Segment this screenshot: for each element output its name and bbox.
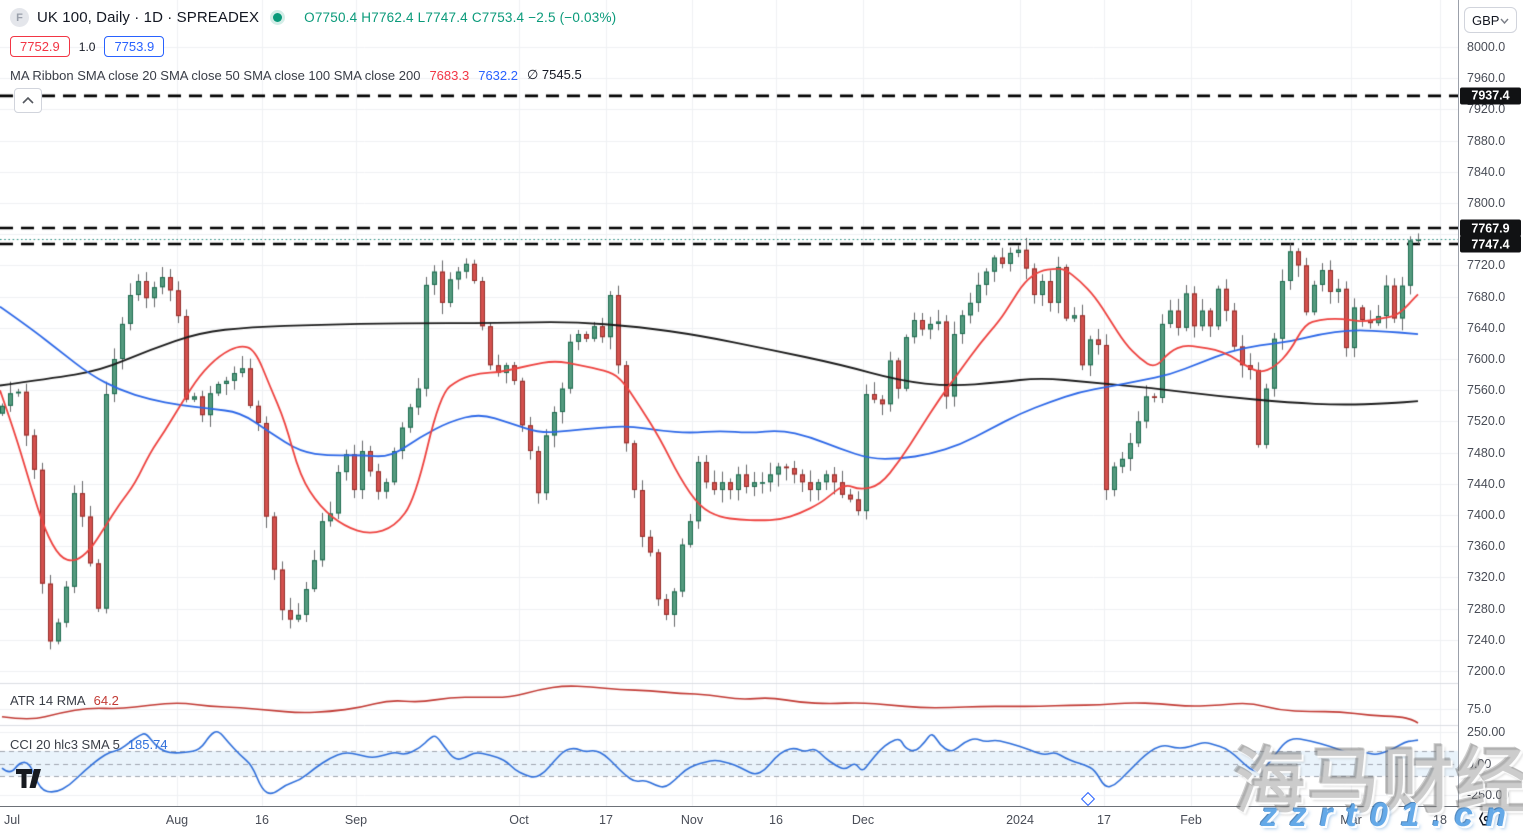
price-tick-label: 7720.0	[1467, 258, 1506, 273]
time-tick-label: Sep	[344, 813, 368, 827]
price-level-badge[interactable]: 7747.4	[1460, 235, 1521, 253]
gear-icon[interactable]	[1478, 810, 1495, 832]
market-status-dot[interactable]	[273, 13, 283, 22]
atr-legend[interactable]: ATR 14 RMA 64.2	[10, 693, 119, 708]
atr-label: ATR 14 RMA	[10, 693, 86, 708]
price-tick-label: 7280.0	[1467, 601, 1506, 616]
price-tick-label: 7640.0	[1467, 320, 1506, 335]
price-tick-label: 7840.0	[1467, 164, 1506, 179]
ma-ribbon-value-red: 7683.3	[429, 67, 470, 83]
time-tick-label: 16	[769, 813, 783, 827]
tradingview-logo[interactable]	[16, 769, 46, 794]
time-tick-label: Mar	[1340, 813, 1362, 827]
ma-ribbon-value-blue: 7632.2	[478, 67, 518, 83]
time-tick-label: Oct	[509, 813, 529, 827]
price-tick-label: 7560.0	[1467, 383, 1506, 398]
price-tick-label: 7880.0	[1467, 133, 1506, 148]
chart-header: F UK 100, Daily · 1D · SPREADEX O7750.4 …	[10, 8, 616, 27]
time-tick-label: 16	[255, 813, 269, 827]
cci-tick-label: 0.00	[1467, 756, 1492, 771]
currency-dropdown[interactable]: GBP	[1464, 7, 1517, 33]
price-tick-label: 7600.0	[1467, 352, 1506, 366]
cci-tick-label: 250.00	[1467, 725, 1506, 739]
symbol-title[interactable]: UK 100, Daily · 1D · SPREADEX	[37, 9, 260, 26]
ma-ribbon-value-avg: ∅ 7545.5	[526, 67, 582, 82]
price-tick-label: 7240.0	[1467, 632, 1506, 647]
time-tick-label: Feb	[1180, 813, 1202, 827]
cci-label: CCI 20 hlc3 SMA 5	[10, 737, 120, 752]
collapse-pane-button[interactable]	[14, 88, 42, 113]
price-tick-label: 7200.0	[1467, 664, 1506, 678]
atr-value: 64.2	[93, 693, 119, 708]
ohlc-values: O7750.4 H7762.4 L7747.4 C7753.4 −2.5 (−0…	[304, 10, 617, 25]
cci-value: 185.74	[127, 737, 168, 752]
buy-button[interactable]: 7753.9	[104, 36, 165, 57]
chevron-down-icon	[1500, 11, 1509, 29]
ma-ribbon-legend[interactable]: MA Ribbon SMA close 20 SMA close 50 SMA …	[10, 67, 582, 83]
price-tick-label: 7520.0	[1467, 414, 1506, 429]
time-tick-label: 17	[1097, 813, 1111, 827]
price-tick-label: 7960.0	[1467, 71, 1506, 86]
time-axis[interactable]: Jul Aug 16 Sep Oct 17 Nov 16 Dec 2024 17 Feb Mar 18	[0, 806, 1523, 833]
time-tick-label: 2024	[1006, 813, 1034, 827]
time-tick-label: 17	[599, 813, 613, 827]
atr-tick-label: 75.0	[1467, 702, 1492, 716]
price-tick-label: 7360.0	[1467, 539, 1506, 554]
price-tick-label: 7920.0	[1467, 102, 1506, 117]
time-tick-label: Nov	[680, 813, 704, 827]
currency-label: GBP	[1472, 12, 1500, 28]
price-level-badge[interactable]: 7937.4	[1460, 87, 1521, 105]
time-tick-label: Jul	[4, 813, 20, 827]
price-tick-label: 7320.0	[1467, 570, 1506, 585]
price-tick-label: 7680.0	[1467, 289, 1506, 304]
price-chart-canvas[interactable]	[0, 0, 1458, 833]
price-tick-label: 8000.0	[1467, 40, 1506, 54]
symbol-logo: F	[10, 8, 29, 27]
price-tick-label: 7800.0	[1467, 196, 1506, 210]
price-level-badge[interactable]: 7767.9	[1460, 219, 1521, 237]
price-axis[interactable]: GBP 8000.0 7960.0 7920.0 7880.0 7840.0 7800.0…	[1458, 0, 1523, 806]
chevron-up-icon	[22, 97, 34, 104]
price-tick-label: 7440.0	[1467, 476, 1506, 491]
cci-legend[interactable]: CCI 20 hlc3 SMA 5 185.74	[10, 737, 168, 752]
time-tick-label: Aug	[165, 813, 189, 827]
time-tick-label: 18	[1433, 813, 1447, 827]
time-tick-label: Dec	[851, 813, 875, 827]
price-tick-label: 7480.0	[1467, 445, 1506, 460]
cci-tick-label: -250.00	[1467, 788, 1510, 802]
ma-ribbon-label: MA Ribbon SMA close 20 SMA close 50 SMA …	[10, 67, 421, 83]
bid-ask-row: 7752.9 1.0 7753.9	[10, 36, 165, 57]
spread-value: 1.0	[78, 39, 96, 54]
price-tick-label: 7400.0	[1467, 508, 1506, 522]
sell-button[interactable]: 7752.9	[10, 36, 70, 57]
